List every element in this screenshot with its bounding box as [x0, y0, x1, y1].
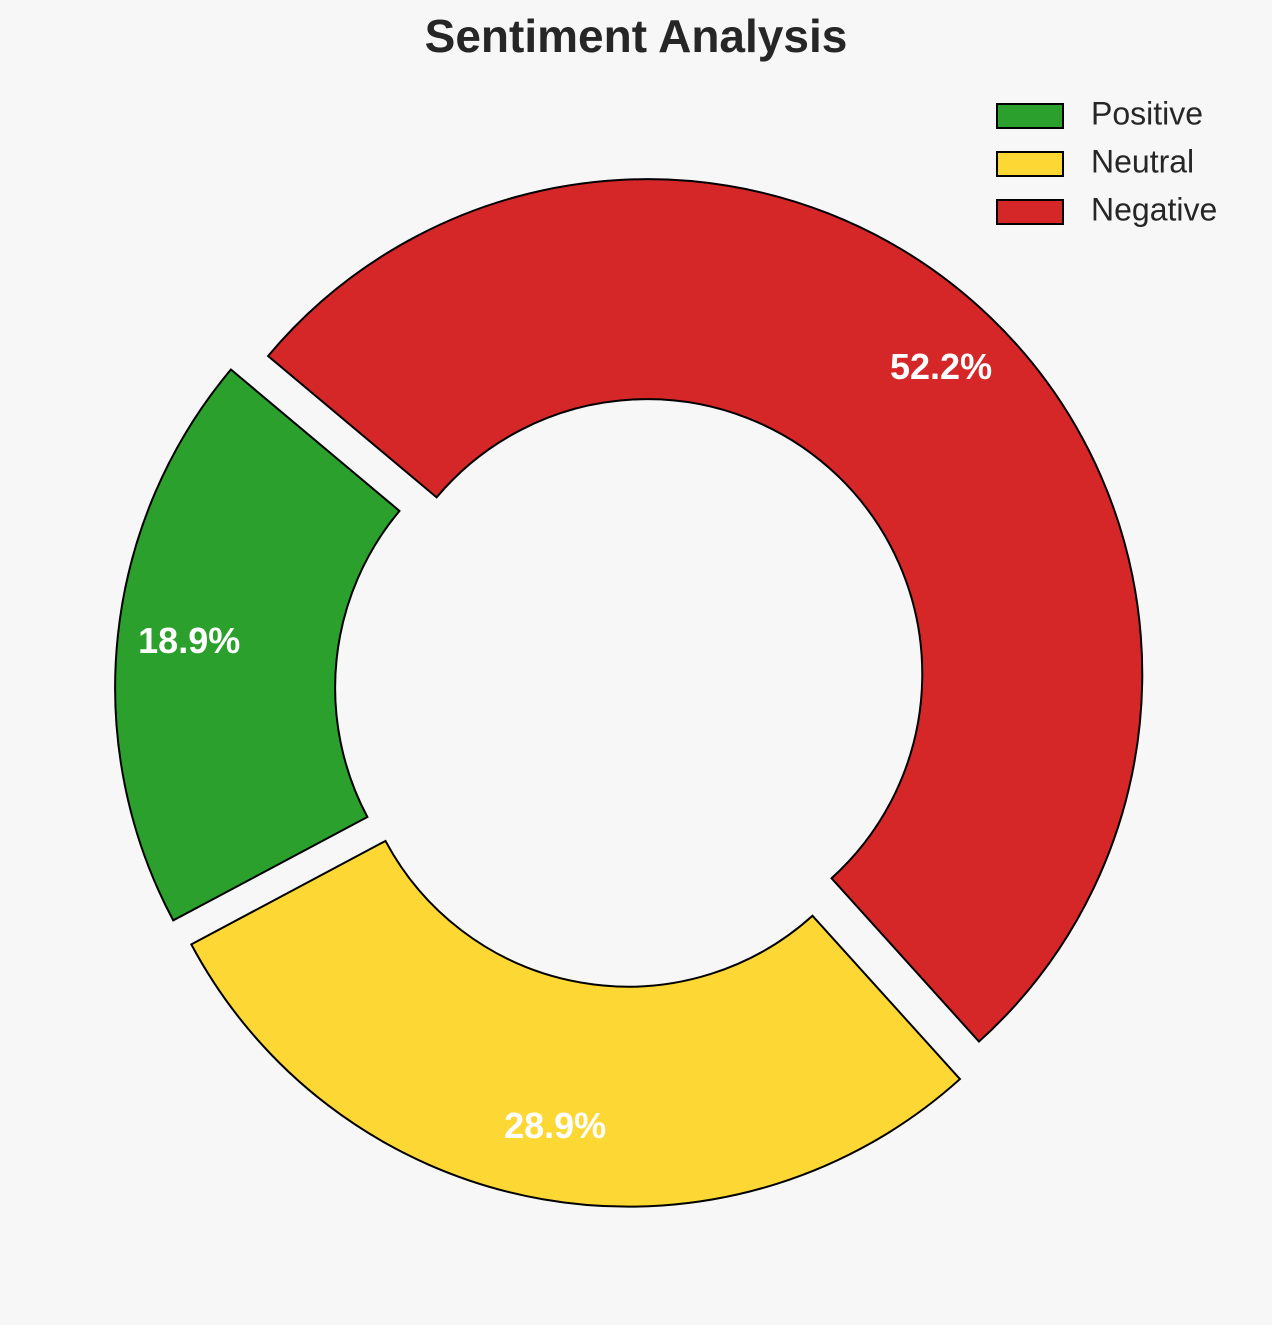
donut-wedge	[189, 839, 962, 1208]
value-label: 52.2%	[890, 346, 992, 387]
donut-wedge	[266, 178, 1144, 1043]
legend-label: Neutral	[1091, 143, 1194, 179]
chart-title: Sentiment Analysis	[425, 10, 848, 62]
legend-swatch	[996, 199, 1064, 225]
value-label: 18.9%	[138, 620, 240, 661]
legend-swatch	[996, 103, 1064, 129]
donut-wedge	[114, 368, 401, 922]
legend-label: Negative	[1091, 191, 1217, 227]
legend-label: Positive	[1091, 95, 1203, 131]
value-label: 28.9%	[504, 1105, 606, 1146]
legend-swatch	[996, 151, 1064, 177]
